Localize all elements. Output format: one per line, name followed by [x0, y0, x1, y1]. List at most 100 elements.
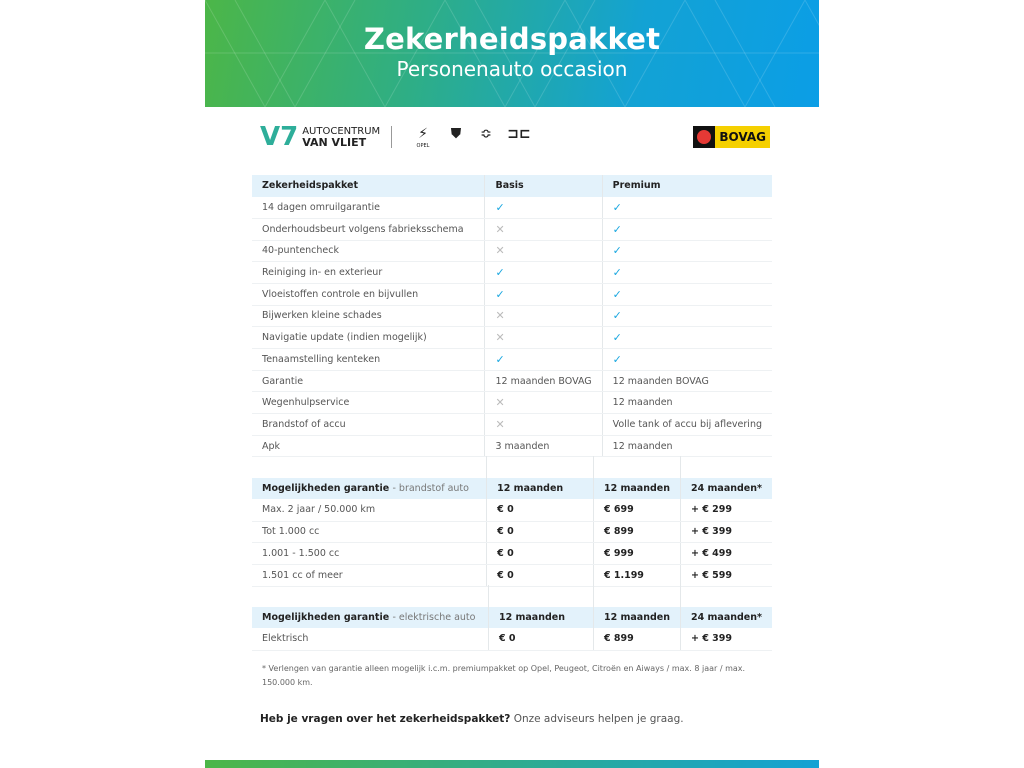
table-cell: ✓ [484, 261, 603, 284]
bovag-logo: BOVAG [693, 126, 770, 148]
table-cell: 12 maanden [592, 606, 681, 629]
table-cell: + € 499 [679, 542, 772, 565]
package-table: Zekerheidspakket Basis Premium 14 dagen omr… [252, 175, 772, 458]
table-cell: Vloeistoffen controle en bijvullen [252, 283, 485, 306]
divider [391, 126, 392, 148]
table-cell: ✕ [484, 413, 603, 436]
table-cell: 12 maanden [487, 606, 594, 629]
table-row: 1.501 cc of meer € 0 € 1.199 + € 599 [252, 564, 772, 587]
table-cell: 12 maanden [601, 391, 772, 415]
table-cell: Volle tank of accu bij aflevering [601, 413, 772, 436]
table-cell: Premium [601, 175, 772, 197]
table-row: Navigatie update (indien mogelijk) ✕ ✓ [252, 326, 772, 349]
table-row: Tenaamstelling kenteken ✓ ✓ [252, 348, 772, 371]
table-cell: 40-puntencheck [252, 240, 485, 263]
table-row: Max. 2 jaar / 50.000 km € 0 € 699 + € 299 [252, 499, 772, 522]
table-cell: € 1.199 [592, 564, 681, 587]
table-cell: Bijwerken kleine schades [252, 305, 485, 328]
spacer-row [252, 456, 772, 478]
table-cell: Tot 1.000 cc [252, 521, 487, 544]
opel-logo: ⚡ OPEL [416, 126, 430, 149]
table-cell: + € 299 [679, 499, 772, 522]
table-row: Onderhoudsbeurt volgens fabrieksschema ✕ ✓ [252, 218, 772, 241]
table-cell: ✓ [601, 240, 772, 263]
document-page: Zekerheidspakket Personenauto occasion V… [205, 0, 819, 768]
footnote: * Verlengen van garantie alleen mogelijk… [262, 664, 746, 687]
table-cell: 12 maanden [486, 477, 594, 500]
table-cell: ✓ [601, 326, 772, 349]
table-cell: ✓ [601, 261, 772, 284]
triangle-pattern [205, 0, 819, 107]
table-cell: 24 maanden* [679, 477, 772, 500]
section-title: Mogelijkheden garantie - elektrische aut… [252, 606, 489, 629]
section-title: Mogelijkheden garantie - brandstof auto [252, 477, 487, 500]
table-cell: Brandstof of accu [252, 413, 485, 436]
table-cell: Onderhoudsbeurt volgens fabrieksschema [252, 218, 485, 241]
hero-banner: Zekerheidspakket Personenauto occasion [205, 0, 819, 107]
table-cell: ✓ [601, 283, 772, 306]
table-row: Elektrisch € 0 € 899 + € 399 [252, 628, 772, 651]
table-cell: 12 maanden BOVAG [601, 370, 772, 393]
table-cell: ✕ [484, 218, 603, 241]
warranty-electric-table: Mogelijkheden garantie - elektrische aut… [252, 585, 772, 651]
table-row: Brandstof of accu ✕ Volle tank of accu bij… [252, 413, 772, 436]
logo-bar: V7 AUTOCENTRUM VAN VLIET ⚡ OPEL ⛊ ≎ ⊐⊏ BO… [260, 122, 770, 152]
aiways-logo: ⊐⊏ [507, 126, 531, 142]
table-cell: € 999 [592, 542, 681, 565]
table-cell: 3 maanden [484, 435, 603, 458]
table-cell: Reiniging in- en exterieur [252, 261, 485, 284]
peugeot-logo: ⛊ [450, 126, 462, 142]
table-row: Apk 3 maanden 12 maanden [252, 435, 772, 458]
table-cell: Wegenhulpservice [252, 391, 485, 415]
table-cell: Zekerheidspakket [252, 175, 485, 197]
table-cell: Garantie [252, 370, 485, 393]
table-cell: ✕ [484, 326, 603, 349]
table-cell: + € 599 [679, 564, 772, 587]
table-header: Mogelijkheden garantie - elektrische aut… [252, 606, 772, 629]
bottom-bar [205, 760, 819, 768]
contact-question: Heb je vragen over het zekerheidspakket?… [260, 713, 684, 725]
table-cell: + € 399 [679, 628, 772, 651]
spacer-row [252, 585, 772, 607]
table-cell: ✕ [484, 240, 603, 263]
table-row: Reiniging in- en exterieur ✓ ✓ [252, 261, 772, 284]
table-cell: Apk [252, 435, 485, 458]
table-cell: € 0 [486, 521, 594, 544]
dealer-name-line1: AUTOCENTRUM [302, 125, 381, 137]
table-row: Bijwerken kleine schades ✕ ✓ [252, 305, 772, 328]
table-cell: ✕ [484, 391, 603, 415]
table-cell: ✓ [601, 305, 772, 328]
table-cell: 24 maanden* [679, 606, 772, 629]
table-cell: 12 maanden [601, 435, 772, 458]
table-cell: € 0 [486, 564, 594, 587]
table-cell: Navigatie update (indien mogelijk) [252, 326, 485, 349]
warranty-fuel-table: Mogelijkheden garantie - brandstof auto 1… [252, 456, 772, 587]
table-row: Tot 1.000 cc € 0 € 899 + € 399 [252, 521, 772, 544]
table-cell: + € 399 [679, 521, 772, 544]
table-cell: € 899 [592, 521, 681, 544]
table-header: Mogelijkheden garantie - brandstof auto 1… [252, 477, 772, 500]
table-row: 1.001 - 1.500 cc € 0 € 999 + € 499 [252, 542, 772, 565]
citroen-logo: ≎ [480, 126, 492, 142]
table-row: Wegenhulpservice ✕ 12 maanden [252, 391, 772, 415]
dealer-name-line2: VAN VLIET [302, 135, 367, 149]
table-cell: ✓ [601, 196, 772, 219]
table-cell: Basis [484, 175, 603, 197]
table-cell: ✕ [484, 305, 603, 328]
table-cell: 14 dagen omruilgarantie [252, 196, 485, 219]
page-title: Zekerheidspakket [363, 22, 661, 56]
table-cell: 1.501 cc of meer [252, 564, 487, 587]
table-cell: 1.001 - 1.500 cc [252, 542, 487, 565]
table-row: Vloeistoffen controle en bijvullen ✓ ✓ [252, 283, 772, 306]
table-row: 40-puntencheck ✕ ✓ [252, 240, 772, 263]
table-cell: 12 maanden BOVAG [484, 370, 603, 393]
table-cell: Tenaamstelling kenteken [252, 348, 485, 371]
page-subtitle: Personenauto occasion [396, 57, 628, 81]
table-cell: € 899 [592, 628, 681, 651]
table-cell: ✓ [601, 348, 772, 371]
table-header: Zekerheidspakket Basis Premium [252, 175, 772, 197]
vv-logo-icon: V7 [260, 122, 299, 152]
table-row: Garantie 12 maanden BOVAG 12 maanden BOVAG [252, 370, 772, 393]
table-cell: ✓ [484, 283, 603, 306]
table-cell: € 0 [486, 499, 594, 522]
